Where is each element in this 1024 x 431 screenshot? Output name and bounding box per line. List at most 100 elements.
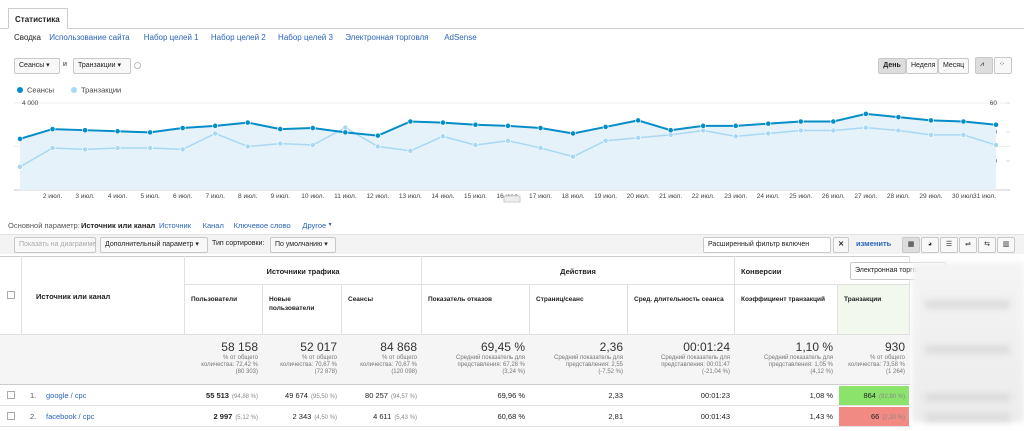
data-point [374, 143, 381, 150]
cell-share: (7,10 %) [882, 415, 905, 421]
total-value: 58 158 [221, 340, 258, 354]
metric-select[interactable]: Транзакции ▾ [73, 58, 131, 74]
x-tick-label: 5 июл. [140, 193, 160, 200]
sort-label: Тип сортировки: [212, 240, 265, 247]
metric-select[interactable]: Сеансы ▾ [14, 58, 60, 74]
data-point [602, 137, 609, 144]
checkbox[interactable] [7, 391, 15, 399]
x-tick-label: 30 июл. [952, 193, 975, 200]
nav-link[interactable]: AdSense [444, 33, 477, 42]
checkbox[interactable] [7, 291, 15, 299]
total-sub: представления: 1,05 % [768, 362, 833, 368]
x-tick-label: 17 июл. [529, 193, 552, 200]
nav-link[interactable]: Сводка [14, 33, 42, 42]
chart-type-button[interactable]: ⁘ [994, 57, 1012, 74]
data-point [570, 130, 576, 137]
y-tick-label: 4 000 [22, 100, 39, 107]
x-tick-label: 3 июл. [75, 193, 95, 200]
total-sub: Средний показатель для [456, 355, 525, 361]
data-point [537, 145, 544, 151]
total-sub: % от общего [223, 355, 258, 361]
column-header[interactable]: Показатель отказов [422, 285, 530, 335]
period-button[interactable]: Месяц [938, 58, 969, 74]
totals-bg [0, 335, 910, 385]
view-button[interactable]: ⇌ [959, 237, 977, 253]
cell-value: 55 513 [206, 391, 229, 400]
cell-share: (5,43 %) [394, 415, 417, 421]
total-value: 84 868 [380, 340, 417, 354]
total-value: 69,45 % [480, 340, 525, 354]
data-point [277, 126, 284, 132]
dimension-link[interactable]: Источник [159, 221, 192, 230]
data-point [928, 132, 934, 138]
dimension-link[interactable]: Канал [202, 221, 224, 230]
total-sub: количества: 73,58 % [848, 362, 905, 368]
filter-clear[interactable]: ✕ [833, 237, 849, 253]
column-header[interactable]: Сеансы [342, 285, 422, 335]
data-point [374, 132, 381, 139]
period-button[interactable]: Неделя [906, 58, 938, 74]
secondary-select[interactable]: Дополнительный параметр ▾ [100, 237, 208, 253]
blurred-block [925, 300, 1010, 309]
column-header[interactable]: Сред. длительность сеанса [628, 285, 735, 335]
data-point [895, 127, 902, 134]
row-name[interactable]: facebook / cpc [46, 412, 95, 421]
total-sub: (1 264) [885, 369, 905, 375]
column-header[interactable]: Коэффициент транзакций [735, 285, 838, 335]
data-point [49, 126, 56, 132]
column-header[interactable]: Пользователи [185, 285, 263, 335]
data-point [82, 127, 88, 134]
column-header[interactable]: Транзакции [838, 285, 910, 335]
view-button[interactable]: ⇆ [978, 237, 996, 253]
row-name[interactable]: google / cpc [46, 391, 87, 400]
dimension-active: Источник или канал [81, 221, 156, 230]
chart-type-button[interactable]: ⩘ [975, 57, 993, 74]
filter-box[interactable]: Расширенный фильтр включен [703, 237, 831, 253]
cell: 2 343 (4,50 %) [263, 412, 337, 421]
view-button[interactable]: ▥ [997, 237, 1015, 253]
change-link[interactable]: изменить [856, 239, 892, 248]
total-sub: (-7,52 %) [598, 369, 623, 375]
data-point [472, 121, 479, 128]
total-sub: количества: 72,42 % [201, 362, 258, 368]
legend-swatch [71, 87, 77, 93]
nav-link[interactable]: Набор целей 1 [143, 33, 199, 42]
dimension-header: Источник или канал [22, 256, 185, 335]
dimension-link[interactable]: Другое [302, 221, 327, 230]
column-header[interactable]: Новые пользователи [263, 285, 342, 335]
period-button[interactable]: День [878, 58, 906, 74]
nav-link[interactable]: Набор целей 2 [210, 33, 266, 42]
view-button[interactable]: ☰ [940, 237, 958, 253]
nav-link[interactable]: Набор целей 3 [278, 33, 333, 42]
x-tick-label: 25 июл. [789, 193, 812, 200]
legend-label: Сеансы [27, 86, 54, 95]
column-header[interactable]: Страниц/сеанс [530, 285, 628, 335]
data-point [244, 143, 251, 150]
nav-link[interactable]: Использование сайта [49, 33, 130, 42]
data-point [17, 163, 23, 170]
cell: 00:01:43 [628, 412, 730, 421]
cell-share: (5,12 %) [235, 415, 258, 421]
cell: 2,33 [530, 391, 623, 400]
checkbox[interactable] [7, 412, 15, 420]
total-sub: Средний показатель для [764, 355, 833, 361]
dimension-link[interactable]: Ключевое слово [233, 221, 291, 230]
cell-value: 69,96 % [497, 391, 525, 400]
total-value: 1,10 % [795, 340, 833, 354]
sort-select[interactable]: По умолчанию ▾ [270, 237, 336, 253]
total-sub: представления: 67,28 % [457, 362, 525, 368]
cell: 49 674 (95,50 %) [263, 391, 337, 400]
nav-link[interactable]: Электронная торговля [345, 33, 429, 42]
view-button[interactable]: ▦ [902, 237, 920, 253]
cell: 1,08 % [735, 391, 833, 400]
row [0, 406, 910, 427]
data-point [570, 153, 576, 160]
total-sub: % от общего [302, 355, 337, 361]
data-point [732, 122, 739, 129]
data-point [895, 114, 902, 121]
plot-button[interactable]: Показать на диаграмме [14, 237, 96, 253]
data-point [602, 124, 609, 130]
view-button[interactable]: ◕ [921, 237, 939, 253]
cell: 80 257 (94,57 %) [342, 391, 417, 400]
data-point [960, 118, 967, 125]
